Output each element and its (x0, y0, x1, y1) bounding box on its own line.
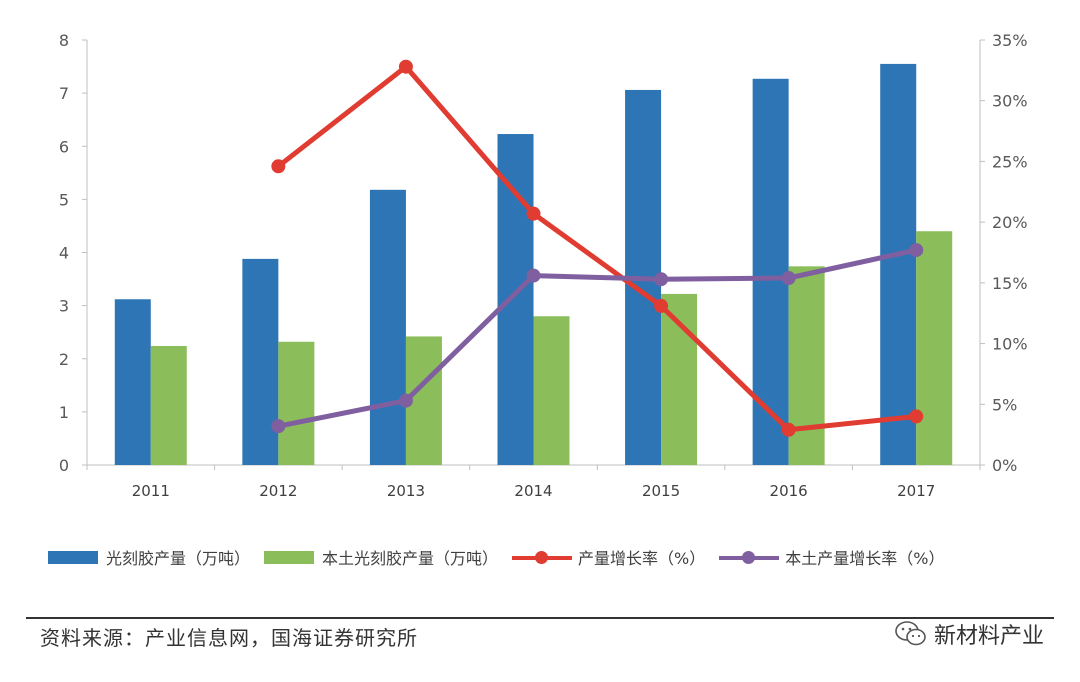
y-left-tick-label: 7 (59, 84, 69, 103)
bar-domestic-production (533, 316, 570, 465)
bar-domestic-production (788, 266, 825, 465)
bar-domestic-production (916, 231, 953, 465)
legend-item-production: 光刻胶产量（万吨） (48, 545, 250, 569)
legend-swatch-domestic-production (264, 550, 315, 564)
wechat-icon (895, 621, 926, 646)
combo-chart: 0 1 2 3 4 5 6 7 8 0% 5% 10% 15% 20% 25% 30% 35% 2011 2012 2… (59, 31, 1028, 500)
y-right-tick-label: 0% (992, 456, 1017, 475)
bar-production (497, 134, 534, 465)
y-right-tick-label: 5% (992, 395, 1017, 414)
point-growth-rate (781, 422, 796, 437)
legend-item-domestic-growth-rate: 本土产量增长率（%） (719, 545, 944, 569)
watermark-label: 新材料产业 (933, 624, 1044, 649)
bar-production (242, 258, 279, 465)
chart-legend: 光刻胶产量（万吨） 本土光刻胶产量（万吨） 产量增长率（%） 本土产量增长率（%… (48, 545, 958, 569)
point-domestic-growth-rate (654, 272, 669, 287)
bar-production (369, 189, 406, 465)
x-tick-label: 2015 (642, 482, 680, 500)
y-left-tick-label: 8 (59, 31, 69, 50)
watermark: 新材料产业 (894, 618, 1044, 650)
bar-production (114, 299, 151, 465)
point-growth-rate (271, 159, 286, 174)
legend-swatch-growth-rate (512, 550, 573, 564)
bar-domestic-production (278, 341, 315, 465)
bar-domestic-production (150, 346, 187, 465)
y-right-tick-label: 10% (992, 335, 1028, 354)
y-right-tick-label: 25% (992, 152, 1028, 171)
divider-line (26, 617, 1054, 619)
legend-swatch-production (48, 550, 98, 564)
x-tick-label: 2017 (897, 482, 935, 500)
point-domestic-growth-rate (781, 271, 796, 285)
bar-domestic-production (661, 293, 698, 465)
y-left-tick-label: 1 (59, 403, 69, 422)
line-domestic-growth-rate (275, 247, 919, 429)
legend-label-production: 光刻胶产量（万吨） (106, 549, 251, 568)
y-left-tick-label: 5 (59, 190, 69, 209)
x-tick-label: 2012 (259, 482, 297, 500)
legend-item-domestic-production: 本土光刻胶产量（万吨） (264, 545, 498, 569)
legend-swatch-domestic-growth-rate (719, 550, 780, 564)
y-right-tick-label: 30% (992, 92, 1028, 111)
point-growth-rate (398, 59, 413, 74)
x-tick-label: 2013 (387, 482, 425, 500)
point-growth-rate (526, 206, 541, 221)
y-right-tick-label: 15% (992, 274, 1028, 293)
point-domestic-growth-rate (526, 268, 541, 283)
legend-label-domestic-growth-rate: 本土产量增长率（%） (785, 549, 945, 568)
source-note: 资料来源：产业信息网，国海证券研究所 (40, 626, 418, 650)
x-tick-label: 2014 (514, 482, 552, 500)
y-left-tick-label: 4 (59, 244, 69, 263)
line-growth-rate (275, 64, 919, 433)
legend-label-growth-rate: 产量增长率（%） (578, 549, 706, 568)
point-domestic-growth-rate (398, 393, 413, 408)
y-left-tick-label: 6 (59, 137, 69, 156)
y-left-tick-label: 0 (59, 456, 69, 475)
x-tick-label: 2011 (132, 482, 170, 500)
y-right-tick-label: 20% (992, 213, 1028, 232)
y-left-tick-label: 3 (59, 297, 69, 316)
point-domestic-growth-rate (909, 243, 924, 258)
point-growth-rate (654, 298, 669, 313)
legend-item-growth-rate: 产量增长率（%） (512, 545, 705, 569)
bar-production (752, 78, 789, 465)
bar-production (880, 63, 917, 465)
x-tick-label: 2016 (770, 482, 808, 500)
legend-label-domestic-production: 本土光刻胶产量（万吨） (322, 549, 499, 568)
point-growth-rate (909, 409, 924, 424)
y-left-tick-label: 2 (59, 350, 69, 369)
point-domestic-growth-rate (271, 419, 286, 434)
y-right-tick-label: 35% (992, 31, 1028, 50)
